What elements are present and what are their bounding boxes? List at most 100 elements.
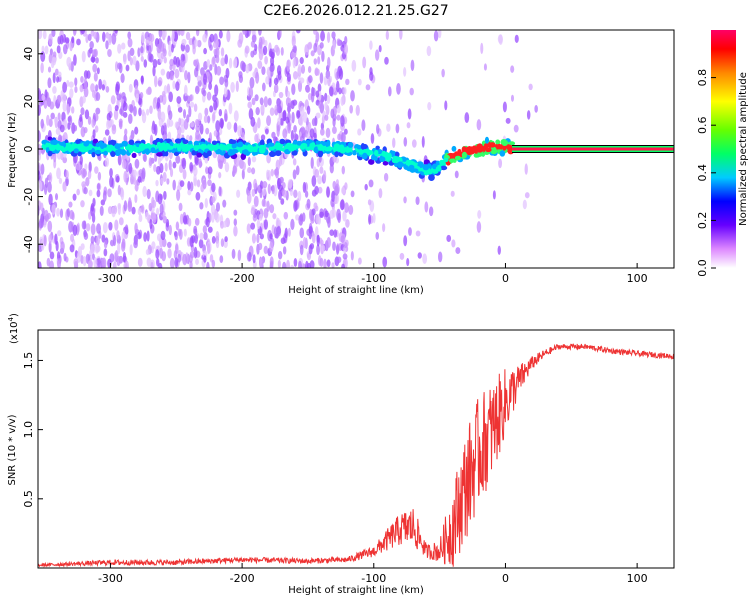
ridge-mark: [230, 139, 237, 144]
noise-speckle: [189, 260, 193, 268]
noise-speckle: [117, 184, 121, 196]
noise-speckle: [93, 257, 98, 268]
noise-speckle: [137, 231, 142, 240]
ridge-mark: [381, 150, 387, 157]
noise-speckle: [160, 177, 164, 185]
noise-speckle: [269, 204, 275, 214]
noise-speckle: [314, 226, 319, 238]
noise-speckle: [198, 238, 204, 249]
noise-speckle: [46, 257, 51, 267]
ridge-mark: [439, 159, 445, 165]
noise-speckle: [102, 190, 107, 202]
noise-speckle: [534, 105, 538, 113]
noise-speckle: [302, 236, 307, 249]
noise-speckle: [277, 251, 283, 260]
ridge-mark: [454, 155, 462, 161]
noise-speckle: [372, 212, 376, 224]
noise-speckle: [195, 130, 200, 140]
noise-speckle: [133, 105, 137, 117]
noise-speckle: [251, 233, 256, 244]
noise-speckle: [262, 181, 268, 189]
noise-speckle: [48, 172, 53, 184]
noise-speckle: [254, 134, 259, 143]
ridge-mark: [393, 155, 398, 161]
noise-speckle: [111, 206, 116, 218]
noise-speckle: [207, 75, 212, 82]
noise-speckle: [277, 117, 281, 125]
snr-series-line: [38, 343, 674, 568]
noise-speckle: [64, 37, 70, 44]
noise-speckle: [184, 44, 190, 53]
noise-speckle: [97, 257, 101, 268]
noise-speckle: [93, 72, 98, 82]
ridge-mark: [214, 144, 219, 151]
noise-speckle: [157, 80, 162, 87]
ridge-mark: [196, 152, 203, 158]
ridge-mark: [358, 150, 364, 155]
noise-speckle: [399, 30, 403, 40]
ridge-mark: [207, 144, 214, 150]
ridge-mark: [102, 143, 108, 148]
noise-speckle: [83, 187, 88, 195]
noise-speckle: [157, 156, 161, 166]
noise-speckle: [287, 227, 291, 237]
noise-speckle: [316, 234, 320, 247]
noise-speckle: [177, 106, 183, 113]
noise-speckle: [179, 228, 183, 240]
noise-speckle: [304, 190, 309, 198]
tone-band-core: [512, 147, 674, 151]
noise-speckle: [292, 57, 296, 69]
noise-speckle: [180, 60, 185, 68]
ridge-mark: [47, 150, 53, 157]
noise-speckle: [49, 101, 55, 110]
noise-speckle: [179, 180, 185, 187]
ridge-mark: [145, 148, 150, 155]
ridge-mark: [451, 145, 457, 152]
noise-speckle: [128, 113, 133, 125]
ridge-mark: [385, 153, 392, 160]
noise-speckle: [291, 35, 296, 47]
noise-speckle: [107, 206, 113, 215]
ridge-mark: [435, 166, 442, 172]
noise-speckle: [196, 179, 201, 188]
noise-speckle: [54, 193, 59, 201]
noise-speckle: [408, 227, 412, 236]
colorbar-tick-label: 0.4: [696, 164, 709, 182]
ridge-mark: [156, 152, 163, 157]
noise-speckle: [257, 117, 261, 129]
ridge-mark: [114, 143, 121, 150]
noise-speckle: [378, 44, 382, 53]
noise-speckle: [152, 58, 158, 68]
noise-speckle: [340, 96, 345, 107]
noise-speckle: [70, 61, 74, 72]
noise-speckle: [316, 68, 320, 76]
ridge-mark: [367, 158, 375, 165]
noise-speckle: [82, 95, 86, 104]
ridge-mark: [83, 141, 90, 147]
ridge-mark: [197, 148, 202, 154]
ridge-mark: [215, 148, 223, 155]
ridge-mark: [317, 150, 324, 156]
noise-speckle: [155, 179, 159, 187]
noise-speckle: [327, 56, 331, 69]
noise-speckle: [237, 249, 242, 262]
noise-speckle: [189, 94, 193, 102]
noise-speckle: [218, 186, 222, 197]
noise-speckle: [84, 163, 88, 171]
noise-speckle: [83, 86, 89, 98]
noise-speckle: [181, 38, 187, 46]
noise-speckle: [259, 180, 264, 190]
noise-speckle: [306, 198, 311, 209]
ridge-mark: [352, 150, 357, 156]
ridge-mark: [382, 160, 389, 166]
noise-speckle: [215, 39, 219, 48]
ridge-mark: [461, 151, 468, 159]
noise-speckle: [327, 76, 331, 87]
ridge-mark: [71, 143, 76, 149]
noise-speckle: [498, 158, 503, 169]
noise-speckle: [187, 189, 192, 196]
ridge-mark: [103, 150, 108, 156]
noise-speckle: [68, 221, 74, 233]
noise-speckle: [82, 256, 87, 267]
